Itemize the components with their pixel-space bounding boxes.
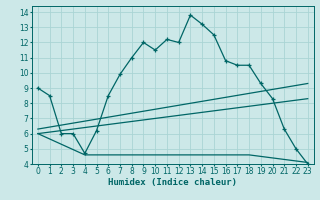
X-axis label: Humidex (Indice chaleur): Humidex (Indice chaleur) — [108, 178, 237, 187]
